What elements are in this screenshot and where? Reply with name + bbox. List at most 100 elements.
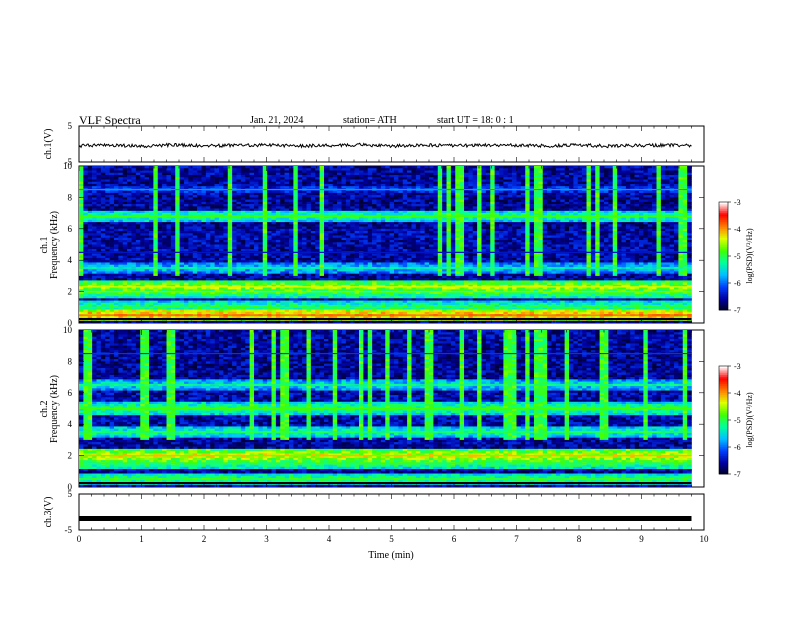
spectrogram-cell bbox=[145, 173, 150, 176]
spectrogram-cell bbox=[578, 182, 583, 185]
spectrogram-cell bbox=[180, 179, 185, 182]
spectrogram-cell bbox=[228, 170, 233, 173]
spectrogram-cell bbox=[495, 168, 500, 171]
spectrogram-cell bbox=[530, 168, 535, 171]
spectrogram-cell bbox=[368, 182, 373, 185]
spectrogram-cell bbox=[153, 182, 158, 185]
spectrogram-cell bbox=[250, 186, 255, 189]
spectrogram-cell bbox=[258, 173, 263, 176]
spectrogram-cell bbox=[158, 166, 163, 169]
spectrogram-cell bbox=[298, 184, 303, 187]
spectrogram-cell bbox=[219, 184, 224, 187]
spectrogram-cell bbox=[420, 191, 425, 194]
spectrogram-cell bbox=[678, 168, 683, 171]
spectrogram-cell bbox=[521, 184, 526, 187]
spectrogram-cell bbox=[136, 170, 141, 173]
spectrogram-cell bbox=[648, 173, 653, 176]
spectrogram-cell bbox=[670, 179, 675, 182]
spectrogram-cell bbox=[687, 179, 692, 182]
spectrogram-cell bbox=[223, 186, 228, 189]
spectrogram-cell bbox=[307, 177, 312, 180]
spectrogram-cell bbox=[293, 186, 298, 189]
spectrogram-cell bbox=[206, 173, 211, 176]
spectrogram-cell bbox=[678, 170, 683, 173]
spectrogram-cell bbox=[613, 173, 618, 176]
spectrogram-cell bbox=[412, 191, 417, 194]
spectrogram-cell bbox=[355, 179, 360, 182]
spectrogram-cell bbox=[538, 184, 543, 187]
spectrogram-cell bbox=[145, 170, 150, 173]
spectrogram-cell bbox=[372, 170, 377, 173]
spectrogram-cell bbox=[525, 173, 530, 176]
spectrogram-cell bbox=[298, 177, 303, 180]
spectrogram-cell bbox=[228, 179, 233, 182]
spectrogram-cell bbox=[595, 166, 600, 169]
spectrogram-cell bbox=[543, 184, 548, 187]
spectrogram-cell bbox=[486, 177, 491, 180]
spectrogram-cell bbox=[442, 170, 447, 173]
spectrogram-cell bbox=[328, 191, 333, 194]
spectrogram-cell bbox=[202, 177, 207, 180]
spectrogram-cell bbox=[363, 179, 368, 182]
spectrogram-cell bbox=[385, 168, 390, 171]
spectrogram-cell bbox=[232, 177, 237, 180]
spectrogram-cell bbox=[416, 179, 421, 182]
spectrogram-cell bbox=[403, 168, 408, 171]
spectrogram-cell bbox=[622, 170, 627, 173]
spectrogram-cell bbox=[110, 177, 115, 180]
spectrogram-cell bbox=[490, 184, 495, 187]
spectrogram-cell bbox=[293, 166, 298, 169]
spectrogram-cell bbox=[403, 177, 408, 180]
spectrogram-cell bbox=[657, 168, 662, 171]
spectrogram-cell bbox=[180, 175, 185, 178]
spectrogram-cell bbox=[657, 170, 662, 173]
spectrogram-cell bbox=[578, 177, 583, 180]
spectrogram-cell bbox=[180, 168, 185, 171]
spectrogram-cell bbox=[359, 177, 364, 180]
spectrogram-cell bbox=[158, 175, 163, 178]
spectrogram-cell bbox=[578, 173, 583, 176]
spectrogram-cell bbox=[538, 182, 543, 185]
spectrogram-cell bbox=[508, 175, 513, 178]
spectrogram-cell bbox=[245, 175, 250, 178]
spectrogram-cell bbox=[132, 182, 137, 185]
spectrogram-cell bbox=[394, 191, 399, 194]
spectrogram-cell bbox=[132, 191, 137, 194]
spectrogram-cell bbox=[105, 186, 110, 189]
spectrogram-cell bbox=[486, 170, 491, 173]
spectrogram-cell bbox=[530, 173, 535, 176]
spectrogram-cell bbox=[228, 175, 233, 178]
spectrogram-cell bbox=[355, 182, 360, 185]
spectrogram-cell bbox=[591, 182, 596, 185]
spectrogram-cell bbox=[661, 186, 666, 189]
spectrogram-cell bbox=[455, 184, 460, 187]
spectrogram-cell bbox=[407, 175, 412, 178]
spectrogram-cell bbox=[132, 175, 137, 178]
spectrogram-cell bbox=[490, 186, 495, 189]
spectrogram-cell bbox=[302, 166, 307, 169]
spectrogram-cell bbox=[350, 191, 355, 194]
spectrogram-cell bbox=[569, 173, 574, 176]
spectrogram-cell bbox=[127, 173, 132, 176]
spectrogram-cell bbox=[293, 179, 298, 182]
spectrogram-cell bbox=[412, 170, 417, 173]
spectrogram-cell bbox=[482, 179, 487, 182]
spectrogram-cell bbox=[482, 166, 487, 169]
spectrogram-cell bbox=[630, 166, 635, 169]
spectrogram-cell bbox=[289, 175, 294, 178]
spectrogram-cell bbox=[407, 179, 412, 182]
spectrogram-cell bbox=[648, 168, 653, 171]
spectrogram-cell bbox=[622, 184, 627, 187]
spectrogram-cell bbox=[600, 186, 605, 189]
spectrogram-cell bbox=[521, 177, 526, 180]
spectrogram-cell bbox=[136, 179, 141, 182]
spectrogram-cell bbox=[508, 170, 513, 173]
spectrogram-cell bbox=[320, 173, 325, 176]
spectrogram-cell bbox=[512, 186, 517, 189]
spectrogram-cell bbox=[210, 175, 215, 178]
spectrogram-cell bbox=[508, 177, 513, 180]
spectrogram-cell bbox=[355, 170, 360, 173]
spectrogram-cell bbox=[604, 168, 609, 171]
spectrogram-cell bbox=[149, 166, 154, 169]
spectrogram-cell bbox=[272, 182, 277, 185]
